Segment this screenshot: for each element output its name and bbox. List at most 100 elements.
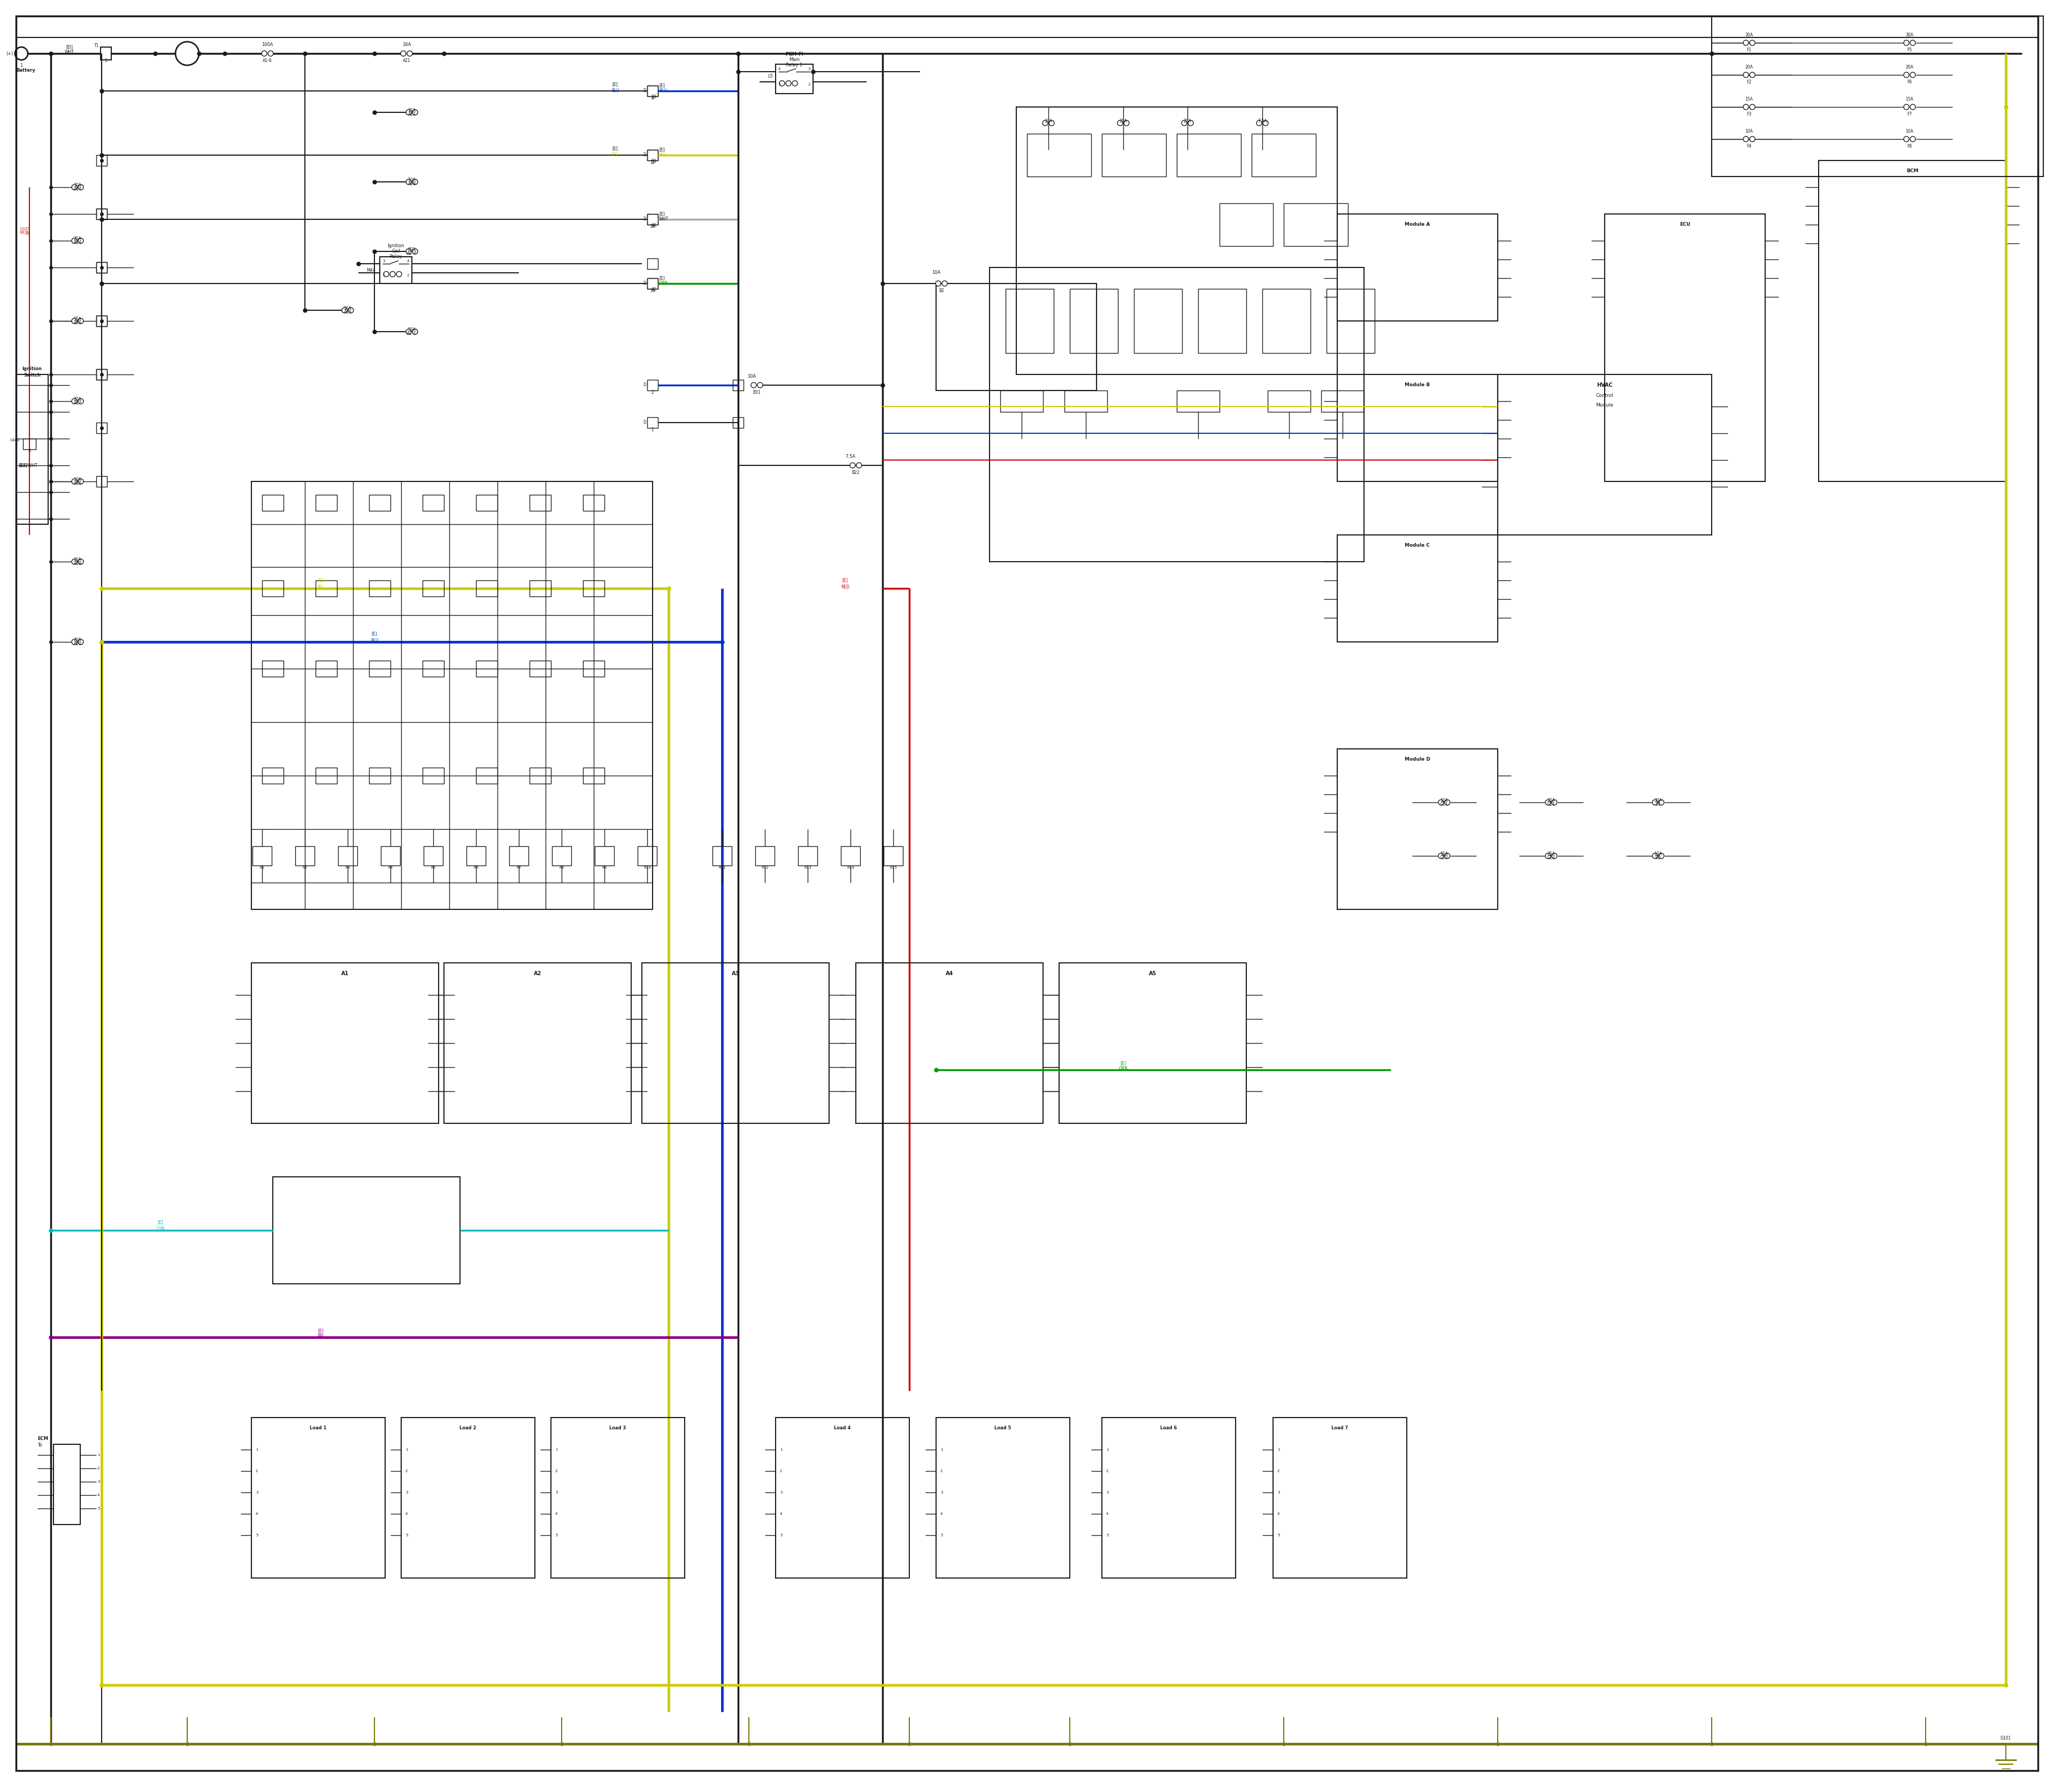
Text: [EJ]: [EJ] (21, 226, 25, 233)
Bar (530, 581, 550, 597)
Text: R3: R3 (345, 866, 349, 869)
Text: Relay: Relay (390, 254, 403, 260)
Circle shape (1660, 853, 1664, 858)
Text: 15A: 15A (1906, 97, 1914, 102)
Text: Coil: Coil (392, 249, 401, 254)
Text: D1: D1 (1656, 801, 1662, 806)
Text: 10A: 10A (1906, 129, 1914, 134)
Circle shape (72, 398, 78, 403)
Text: 3: 3 (1107, 1491, 1109, 1495)
Text: Ignition: Ignition (23, 367, 41, 371)
Bar (263, 581, 283, 597)
Text: A2-3: A2-3 (407, 251, 417, 256)
Bar (423, 495, 444, 511)
Text: 1: 1 (255, 1448, 259, 1452)
Text: 60A: 60A (409, 247, 415, 253)
Text: Control: Control (1596, 394, 1614, 398)
Bar (530, 767, 550, 783)
Circle shape (778, 81, 785, 86)
Bar (1060, 962, 1247, 1124)
Bar (647, 213, 657, 224)
Circle shape (793, 81, 797, 86)
Text: RED: RED (840, 584, 850, 590)
Text: 2: 2 (97, 1468, 101, 1469)
Text: A3: A3 (731, 971, 739, 977)
Bar (1284, 202, 1347, 246)
Text: 100A: 100A (261, 43, 273, 47)
Text: 16A: 16A (403, 43, 411, 47)
Text: [E]: [E] (612, 82, 618, 88)
Bar (1177, 391, 1220, 412)
Text: 30A: 30A (74, 183, 82, 188)
Text: F3: F3 (1746, 113, 1752, 116)
Bar (273, 1177, 460, 1283)
Bar (97, 262, 107, 272)
Bar (530, 661, 550, 677)
Circle shape (349, 308, 353, 314)
Text: 5: 5 (941, 1534, 943, 1538)
Circle shape (1750, 72, 1754, 77)
Text: [E]: [E] (318, 1328, 325, 1333)
Bar (97, 369, 107, 380)
Text: R12: R12 (762, 866, 768, 869)
Circle shape (1750, 136, 1754, 142)
Text: 20A: 20A (74, 237, 82, 242)
Circle shape (1545, 853, 1551, 858)
Bar (370, 661, 390, 677)
Bar (647, 418, 657, 428)
Circle shape (413, 179, 417, 185)
Text: 4: 4 (405, 1512, 409, 1516)
Circle shape (72, 238, 78, 244)
Text: D: D (643, 217, 647, 222)
Bar (990, 267, 1364, 561)
Text: A19: A19 (74, 561, 82, 566)
Text: F5: F5 (1906, 48, 1912, 52)
Text: GRN: GRN (659, 281, 668, 287)
Text: Ignition: Ignition (388, 244, 405, 249)
Text: 2: 2 (941, 1469, 943, 1473)
Text: [E]: [E] (659, 276, 665, 281)
Text: 30A: 30A (1746, 32, 1754, 38)
Text: 20A: 20A (74, 396, 82, 401)
Text: 2: 2 (781, 1469, 783, 1473)
Bar (423, 581, 444, 597)
Text: 15A: 15A (1440, 851, 1448, 857)
Bar (477, 581, 497, 597)
Text: [E]: [E] (842, 579, 848, 582)
Circle shape (78, 238, 84, 244)
Text: 1: 1 (555, 1448, 557, 1452)
Text: A5: A5 (1148, 971, 1156, 977)
Bar (316, 495, 337, 511)
Bar (799, 846, 817, 866)
Text: A2-1: A2-1 (407, 332, 417, 335)
Bar (1070, 289, 1117, 353)
Text: 1: 1 (97, 1453, 101, 1457)
Circle shape (752, 382, 756, 387)
Text: A16: A16 (343, 310, 351, 315)
Text: C12: C12 (1440, 855, 1448, 860)
Text: 10A: 10A (74, 477, 82, 482)
Text: 1: 1 (29, 448, 31, 452)
Bar (251, 482, 653, 909)
Bar (251, 962, 440, 1124)
Text: 4: 4 (778, 68, 781, 70)
Text: 3: 3 (405, 1491, 409, 1495)
Circle shape (1660, 799, 1664, 805)
Text: 10A: 10A (1653, 851, 1662, 857)
Text: 12: 12 (649, 159, 655, 165)
Bar (550, 1417, 684, 1579)
Text: A14: A14 (74, 186, 82, 192)
Text: Switch: Switch (23, 373, 41, 378)
Bar (401, 1417, 534, 1579)
Bar (370, 495, 390, 511)
Text: D: D (643, 88, 647, 93)
Bar (253, 846, 271, 866)
Text: Module C: Module C (1405, 543, 1430, 548)
Circle shape (857, 462, 863, 468)
Text: 16A: 16A (343, 306, 351, 310)
Circle shape (78, 398, 84, 403)
Text: 3: 3 (807, 68, 811, 70)
Circle shape (935, 281, 941, 287)
Bar (97, 208, 107, 219)
Bar (263, 495, 283, 511)
